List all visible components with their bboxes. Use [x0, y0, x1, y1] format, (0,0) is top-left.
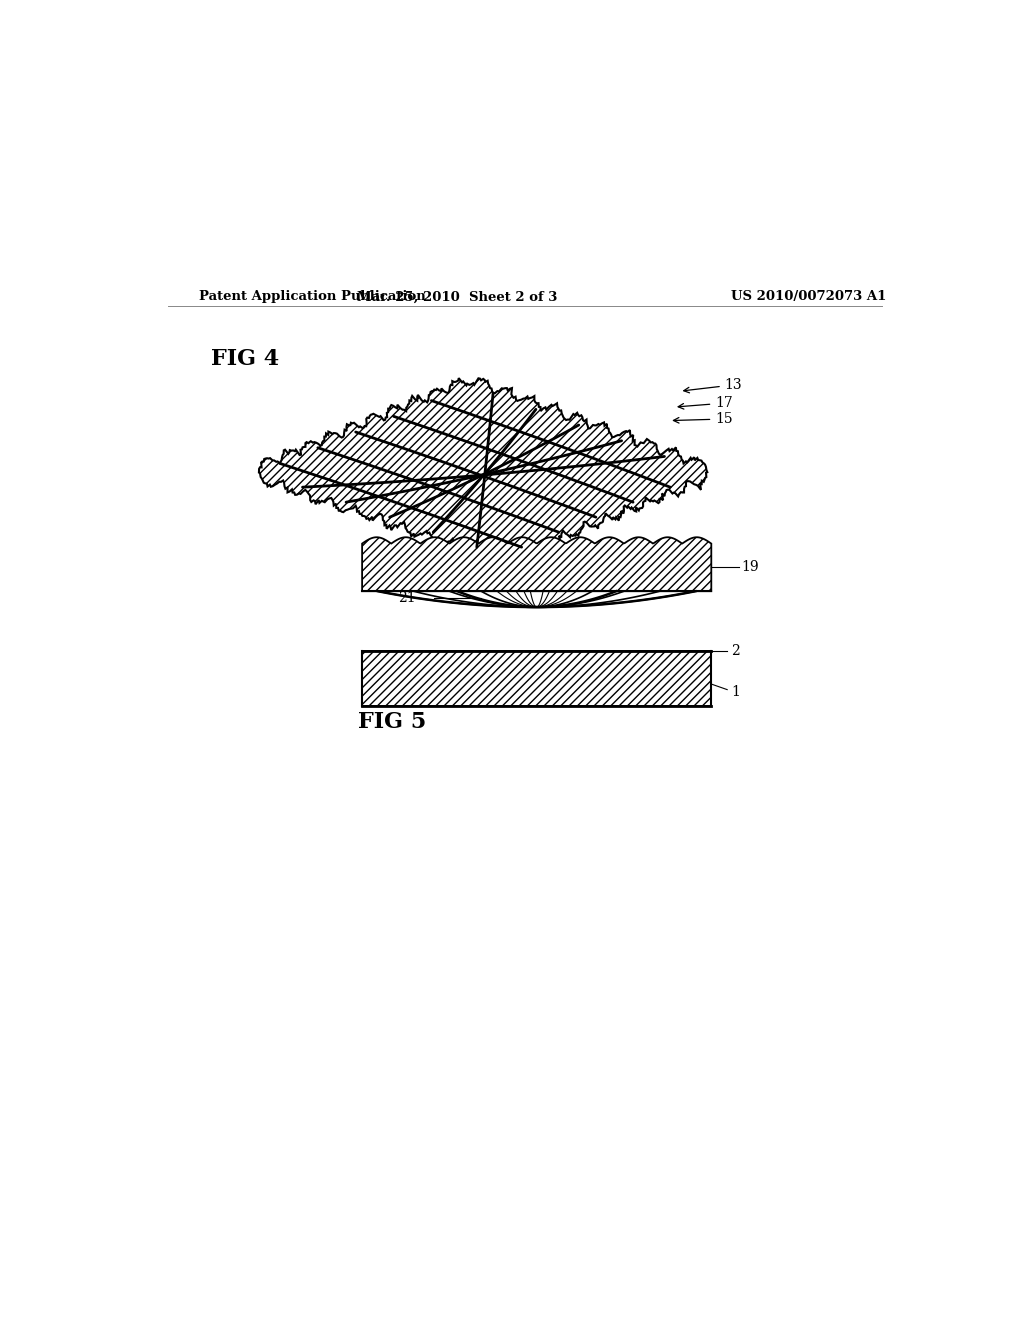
Text: 13: 13 — [684, 378, 742, 393]
Text: US 2010/0072073 A1: US 2010/0072073 A1 — [731, 290, 887, 304]
Polygon shape — [362, 537, 712, 591]
Polygon shape — [362, 651, 712, 706]
Text: Patent Application Publication: Patent Application Publication — [200, 290, 426, 304]
Text: 21: 21 — [397, 591, 416, 606]
Text: 1: 1 — [731, 685, 740, 700]
Text: 2: 2 — [731, 644, 740, 657]
Text: Mar. 25, 2010  Sheet 2 of 3: Mar. 25, 2010 Sheet 2 of 3 — [357, 290, 557, 304]
Text: 17: 17 — [678, 396, 733, 411]
Text: FIG 5: FIG 5 — [358, 711, 426, 733]
Text: 15: 15 — [674, 412, 733, 426]
Polygon shape — [259, 378, 708, 561]
Text: 19: 19 — [741, 561, 759, 574]
Text: FIG 4: FIG 4 — [211, 347, 280, 370]
